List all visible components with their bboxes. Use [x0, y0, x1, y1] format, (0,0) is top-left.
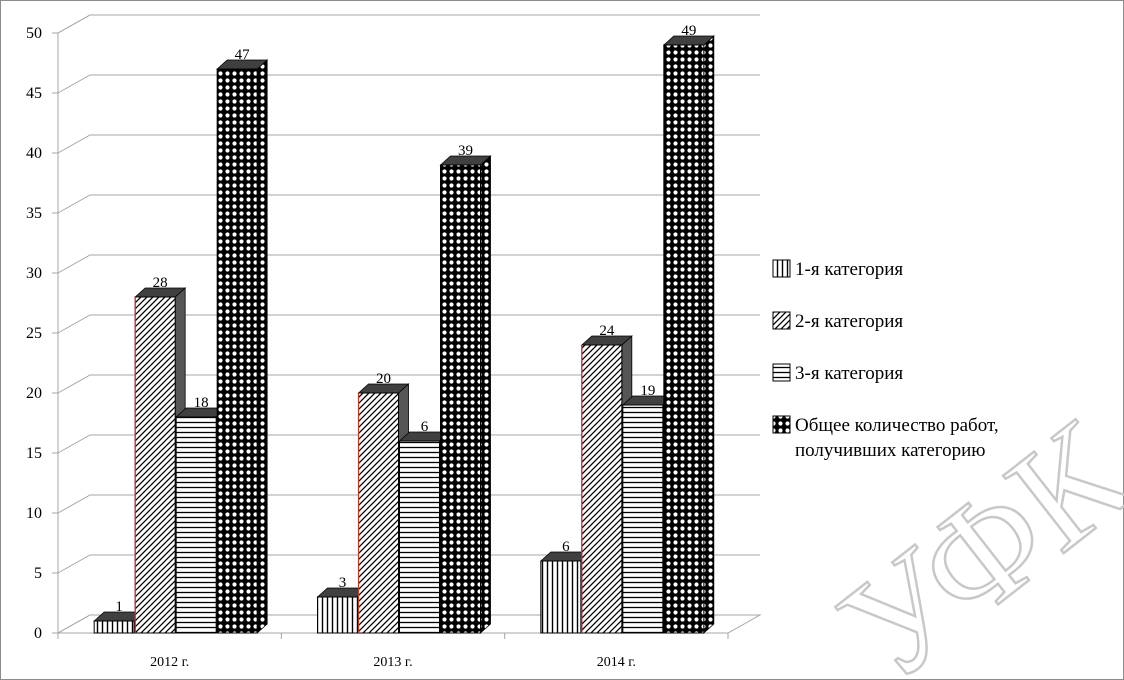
y-tick-label: 15	[26, 445, 42, 462]
bar-front	[540, 560, 582, 634]
bar-front	[581, 344, 623, 634]
bar-side	[703, 35, 715, 634]
gridline	[57, 254, 760, 274]
legend: 1-я категория 2-я категория 3-я категория О…	[772, 259, 999, 461]
y-tick-label: 30	[26, 265, 42, 282]
x-tick-label: 2013 г.	[373, 655, 412, 670]
gridline	[57, 494, 760, 514]
data-label: 19	[640, 383, 655, 399]
bars	[93, 35, 715, 634]
bar-front	[622, 404, 664, 634]
bar	[662, 35, 715, 634]
axes: 0 5 10 15 20 25 30 35 40 45 50 2012 г. 2013 г. 2014 г…	[26, 25, 729, 670]
y-tick-label: 25	[26, 325, 42, 342]
legend-swatch	[772, 363, 791, 382]
bar-front	[440, 164, 481, 634]
gridline	[57, 614, 760, 634]
y-tick-label: 50	[26, 25, 42, 42]
legend-item: 2-я категория	[772, 311, 903, 332]
bar	[93, 611, 146, 634]
data-label: 3	[339, 575, 347, 591]
legend-item: Общее количество работ, получивших катего…	[772, 415, 999, 461]
gridline	[57, 374, 760, 394]
bar-side	[480, 155, 491, 634]
y-tick-label: 35	[26, 205, 42, 222]
y-tick-label: 10	[26, 505, 42, 522]
data-label: 20	[376, 371, 391, 387]
data-label: 28	[153, 275, 168, 291]
data-label: 18	[194, 395, 209, 411]
bar	[439, 155, 492, 634]
y-tick-label: 5	[34, 565, 42, 582]
bar-front	[175, 416, 217, 634]
legend-label: 1-я категория	[795, 259, 903, 280]
bar-front	[399, 440, 440, 634]
bar-side	[256, 59, 268, 634]
bar	[216, 59, 269, 634]
data-label: 24	[599, 323, 615, 339]
legend-item: 1-я категория	[772, 259, 903, 280]
legend-swatch	[772, 311, 791, 330]
y-tick-label: 45	[26, 85, 42, 102]
data-label: 49	[681, 23, 696, 39]
data-labels: 1 28 18 47 3 20 6 39 6 24 19 49	[115, 23, 696, 615]
bar-front	[216, 68, 258, 634]
gridline	[57, 14, 760, 34]
legend-label: получивших категорию	[795, 440, 985, 461]
legend-swatch	[772, 259, 791, 278]
y-tick-label: 40	[26, 145, 42, 162]
legend-label: 3-я категория	[795, 363, 903, 384]
gridline	[57, 434, 760, 454]
gridline	[57, 194, 760, 214]
gridline	[57, 134, 760, 154]
legend-label: 2-я категория	[795, 311, 903, 332]
gridline	[57, 314, 760, 334]
bar-front	[358, 392, 399, 634]
legend-label: Общее количество работ,	[795, 415, 999, 436]
data-label: 6	[562, 539, 570, 555]
data-label: 1	[115, 599, 123, 615]
bar-front	[93, 620, 135, 634]
data-label: 47	[235, 47, 251, 63]
gridline	[57, 74, 760, 94]
data-label: 6	[421, 419, 429, 435]
legend-swatch	[772, 415, 791, 434]
grid	[57, 14, 760, 634]
bar-front	[317, 596, 358, 634]
gridline	[57, 554, 760, 574]
bar-front	[134, 296, 176, 634]
data-label: 39	[458, 143, 473, 159]
y-tick-label: 0	[34, 625, 42, 642]
bar-front	[663, 44, 705, 634]
y-tick-label: 20	[26, 385, 42, 402]
legend-item: 3-я категория	[772, 363, 903, 384]
x-tick-label: 2014 г.	[597, 655, 636, 670]
x-tick-label: 2012 г.	[150, 655, 189, 670]
